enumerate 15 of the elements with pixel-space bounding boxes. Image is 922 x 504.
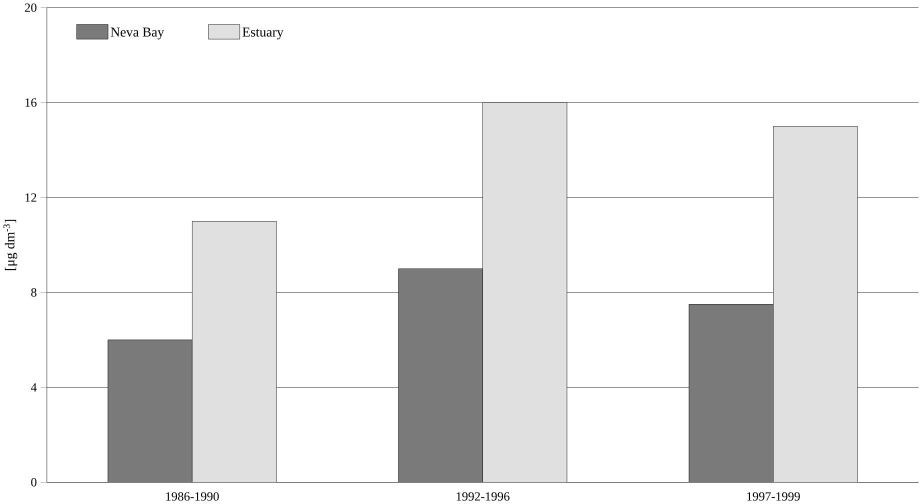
bar bbox=[108, 340, 192, 482]
y-tick-label: 4 bbox=[30, 383, 37, 392]
y-tick-label: 12 bbox=[26, 193, 36, 202]
x-tick-label: 1992-1996 bbox=[456, 492, 510, 501]
x-tick-label: 1986-1990 bbox=[166, 492, 219, 501]
bar bbox=[398, 268, 483, 482]
legend-label: Estuary bbox=[242, 28, 284, 40]
y-tick-label: 20 bbox=[24, 3, 36, 12]
y-tick-label: 16 bbox=[26, 98, 37, 107]
y-axis-title: [μg dm$^{-3}$] bbox=[3, 220, 18, 270]
x-tick-label: 1997-1999 bbox=[747, 492, 800, 501]
bar bbox=[688, 304, 774, 482]
legend-label: Neva Bay bbox=[110, 28, 164, 40]
y-tick-label: 8 bbox=[31, 288, 36, 297]
y-tick-label: 0 bbox=[31, 478, 36, 486]
